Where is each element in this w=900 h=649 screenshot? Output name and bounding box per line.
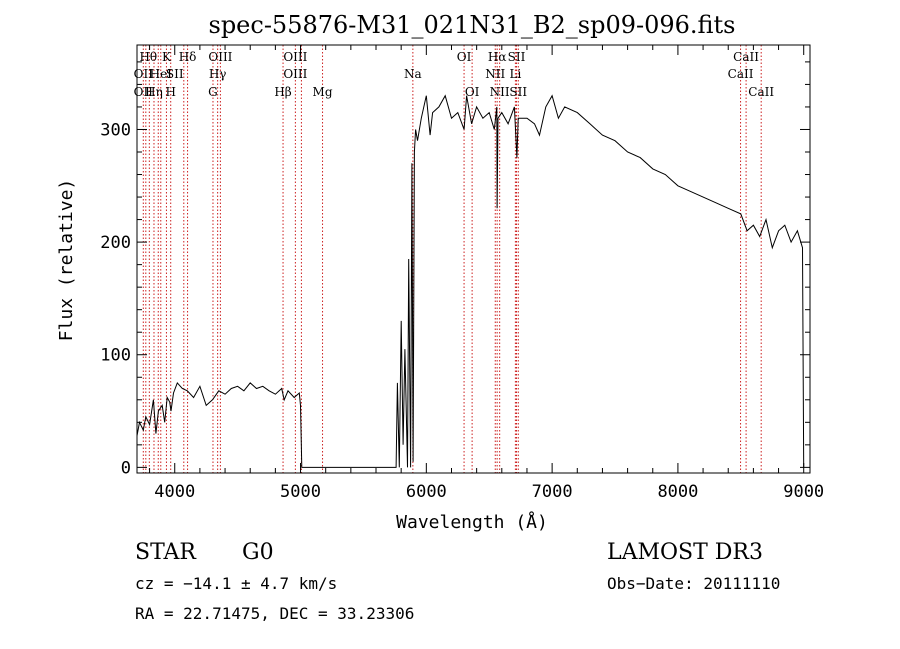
spectral-line-label: SII [509,85,527,99]
spectral-line-label: SII [508,50,526,64]
y-tick-label: 100 [100,346,131,366]
spectral-line-label: OIII [283,50,307,64]
spectral-line-label: OII [134,67,154,81]
chart-title: spec-55876-M31_021N31_B2_sp09-096.fits [209,11,736,39]
x-axis-ticks: 4000 5000 6000 7000 8000 9000 [149,45,824,502]
spectral-line-label: OIII [208,50,232,64]
spectral-line-label: OIII [283,67,307,81]
y-tick-label: 200 [100,233,131,253]
spectral-line-label: Hγ [209,67,227,81]
spectral-line-label: OI [465,85,480,99]
star-subclass: G0 [242,540,274,565]
spectral-line-label: K [162,50,172,64]
y-axis-label: Flux (relative) [56,179,77,342]
spectral-line-label: OI [457,50,472,64]
spectral-line-label: Hα [488,50,507,64]
spectral-line-markers [142,45,762,473]
spectral-line-label: CaII [733,50,759,64]
x-tick-label: 6000 [406,482,447,502]
x-tick-label: 8000 [657,482,698,502]
spectral-line-label: HeI [150,67,173,81]
star-class: STAR [135,540,196,565]
spectrum-series-line [136,94,805,468]
x-axis-label: Wavelength (Å) [396,511,548,533]
spectral-line-label: Li [509,67,521,81]
x-tick-label: 7000 [532,482,573,502]
spectral-line-label: Hη [145,85,163,99]
y-tick-label: 0 [121,458,131,478]
radec-text: RA = 22.71475, DEC = 33.23306 [135,604,415,623]
spectral-line-label: G [208,85,218,99]
y-tick-label: 300 [100,120,131,140]
spectral-line-label: Mg [313,85,333,99]
spectral-line-label: NII [490,85,510,99]
spectral-line-label: Na [404,67,422,81]
x-tick-label: 5000 [280,482,321,502]
survey-name: LAMOST DR3 [607,540,763,565]
spectral-line-label: Hθ [139,50,157,64]
x-tick-label: 9000 [783,482,824,502]
x-tick-label: 4000 [154,482,195,502]
spectral-line-label: H [165,85,175,99]
spectral-line-label: NII [485,67,505,81]
spectral-line-label: Hβ [274,85,291,99]
spectral-line-label: OII [134,85,154,99]
spectral-line-label: SII [166,67,184,81]
y-axis-ticks: 0 100 200 300 [100,61,810,478]
spectral-line-label: Hδ [179,50,197,64]
spectral-line-label: CaII [728,67,754,81]
plot-frame [136,44,811,474]
spectral-line-label: CaII [748,85,774,99]
redshift-text: cz = −14.1 ± 4.7 km/s [135,574,338,593]
obs-date-text: Obs−Date: 20111110 [607,574,781,593]
